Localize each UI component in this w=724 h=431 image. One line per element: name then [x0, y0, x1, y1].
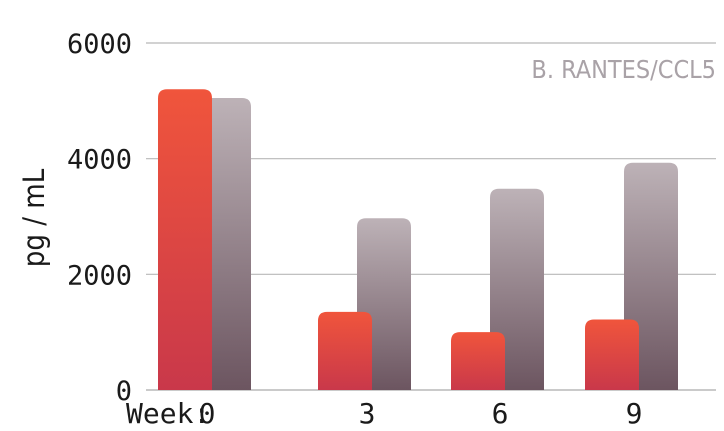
y-tick-label: 2000 — [67, 260, 132, 291]
y-tick-label: 4000 — [67, 145, 132, 176]
bars — [158, 89, 678, 391]
x-tick-label-9: 9 — [626, 397, 643, 430]
chart-title: B. RANTES/CCL5 — [531, 55, 716, 84]
bar-series1-week-3 — [318, 311, 372, 390]
x-tick-label-0: 0 — [199, 397, 216, 430]
bar-series1-week-9 — [585, 319, 639, 390]
x-tick-labels: 0 3 6 9 — [199, 397, 643, 430]
x-tick-label-6: 6 — [492, 397, 509, 430]
bar-series1-week-0 — [158, 89, 212, 391]
bar-series1-week-6 — [451, 332, 505, 390]
y-tick-labels: 0 2000 4000 6000 — [67, 29, 132, 407]
y-tick-label: 6000 — [67, 29, 132, 60]
y-tick-label: 0 — [116, 376, 132, 407]
x-tick-label-3: 3 — [359, 397, 376, 430]
y-axis-title: pg / mL — [17, 168, 51, 267]
x-axis-title: Week: — [126, 397, 210, 430]
